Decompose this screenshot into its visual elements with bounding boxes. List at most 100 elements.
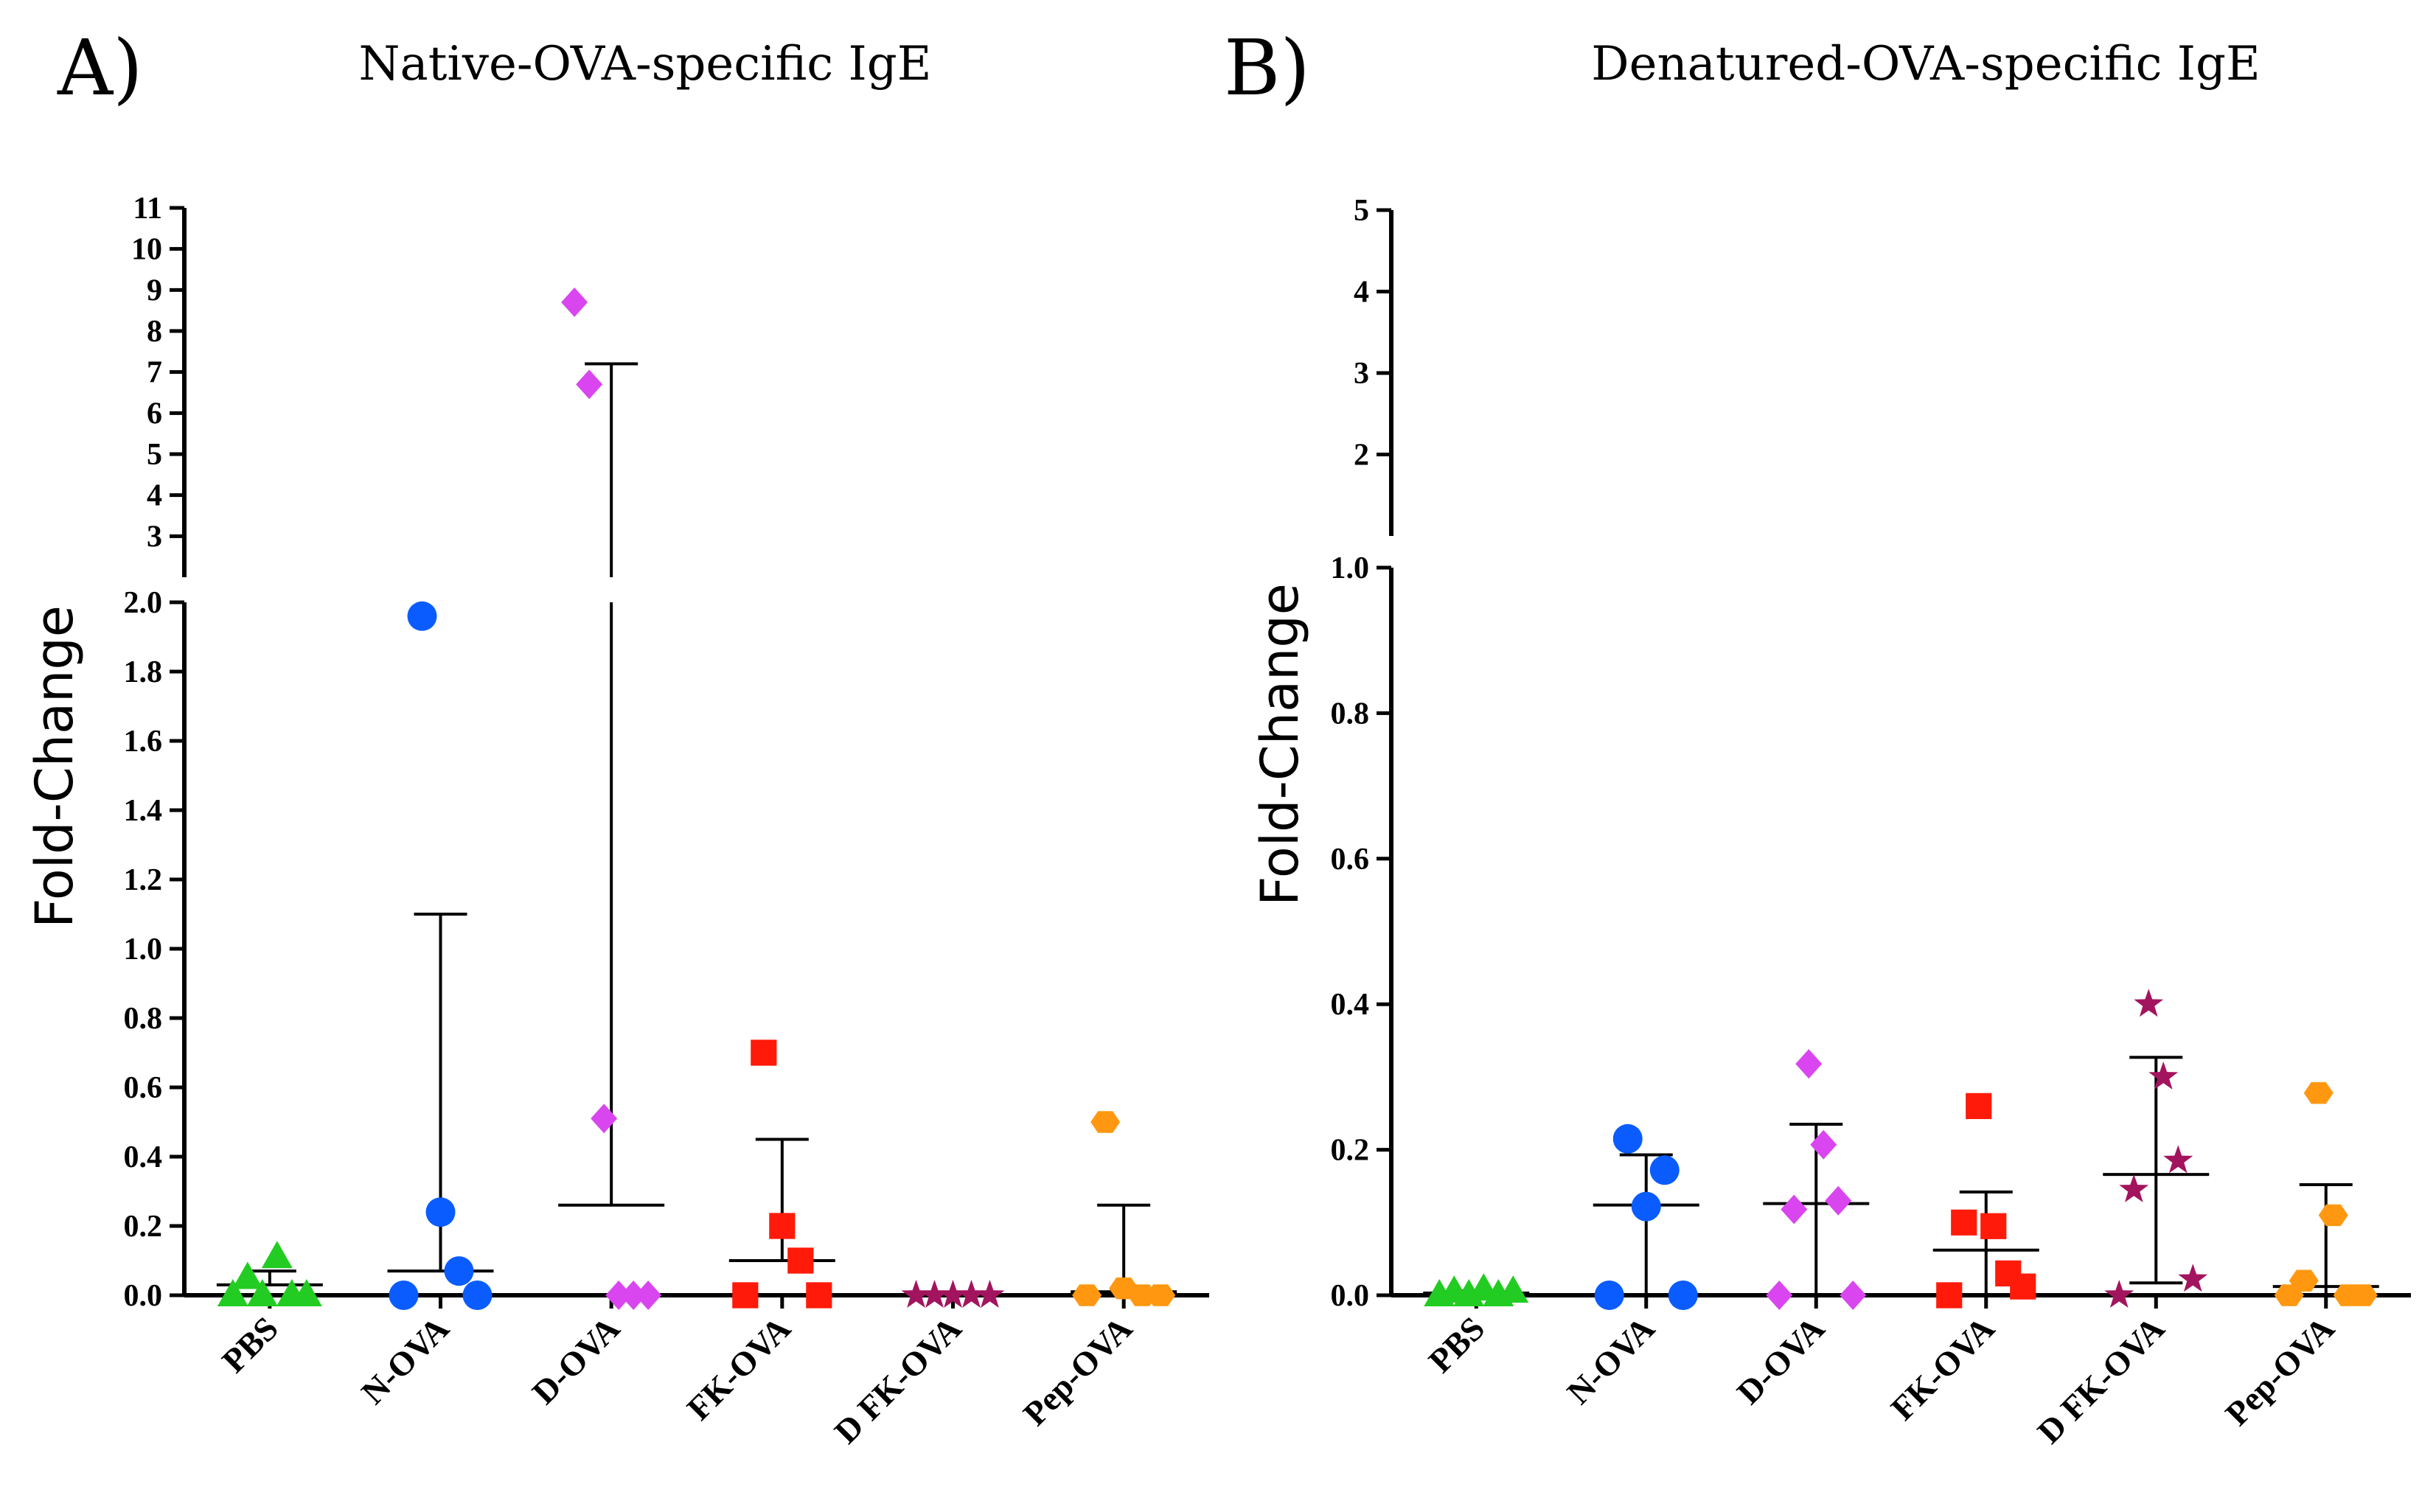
y-tick-label-1-4: 1.4 [124,794,163,828]
y-tick-label-2-0: 2.0 [124,586,163,620]
point-fk-ova-0 [1936,1282,1963,1309]
category-label-pbs: PBS [215,1309,285,1380]
point-d-fk-ova-4 [975,1280,1005,1308]
category-label-d-fk-ova: D FK-OVA [827,1309,969,1451]
y-tick-label-11: 11 [133,192,162,226]
point-n-ova-2 [425,1197,456,1227]
point-fk-ova-2 [1966,1093,1992,1119]
point-n-ova-0 [389,1281,419,1310]
point-d-fk-ova-1 [919,1280,950,1308]
category-label-pep-ova: Pep-OVA [1016,1309,1139,1432]
point-d-ova-1 [576,369,603,400]
category-label-n-ova: N-OVA [1559,1309,1661,1411]
point-d-ova-5 [635,1281,662,1310]
category-label-fk-ova: FK-OVA [1884,1309,2002,1427]
panel-a-title: Native-OVA-specific IgE [359,37,932,91]
point-n-ova-3 [1649,1155,1680,1185]
category-label-d-ova: D-OVA [525,1309,627,1411]
point-fk-ova-3 [787,1247,814,1274]
point-d-ova-3 [605,1281,633,1310]
y-tick-label-0-4: 0.4 [1331,988,1370,1022]
point-fk-ova-2 [769,1213,796,1239]
point-d-ova-4 [1825,1185,1852,1216]
y-tick-label-3: 3 [147,520,162,554]
y-tick-label-1-0: 1.0 [1331,551,1370,585]
y-tick-label-5: 5 [147,438,162,472]
category-label-fk-ova: FK-OVA [680,1309,798,1427]
panel-b-title: Denatured-OVA-specific IgE [1591,37,2260,91]
y-tick-label-0-4: 0.4 [124,1140,163,1174]
point-d-ova-2 [1795,1049,1823,1079]
y-tick-label-0-8: 0.8 [124,1002,163,1036]
point-pep-ova-1 [2289,1269,2319,1292]
point-d-ova-4 [620,1281,647,1310]
point-d-fk-ova-3 [956,1280,986,1308]
y-tick-label-2: 2 [1354,439,1369,473]
panel-b-ylabel: Fold-Change [1250,583,1310,906]
point-pep-ova-3 [2318,1204,2348,1227]
point-n-ova-2 [1631,1191,1661,1222]
y-tick-label-7: 7 [147,356,162,390]
panel-b-letter: B) [1224,23,1310,113]
point-pbs-5 [1497,1275,1529,1303]
point-d-fk-ova-2 [2134,989,2164,1017]
point-d-fk-ova-5 [2178,1264,2208,1292]
y-tick-label-1-2: 1.2 [124,863,163,897]
y-tick-label-0-6: 0.6 [124,1071,163,1105]
point-fk-ova-5 [2010,1273,2036,1300]
y-tick-label-9: 9 [147,274,162,307]
point-d-ova-1 [1781,1194,1808,1224]
point-d-fk-ova-0 [901,1280,931,1308]
y-tick-label-1-0: 1.0 [124,933,163,966]
y-tick-label-8: 8 [147,315,162,349]
point-n-ova-3 [444,1256,474,1286]
point-pep-ova-0 [1072,1284,1102,1306]
panel-a-chart: A) Native-OVA-specific IgE Fold-Change 0… [24,23,1209,1451]
category-label-n-ova: N-OVA [354,1309,456,1411]
category-label-pbs: PBS [1421,1309,1492,1380]
y-tick-label-4: 4 [1354,276,1369,310]
y-tick-label-1-6: 1.6 [124,725,163,759]
y-tick-label-0-0: 0.0 [124,1279,163,1313]
y-tick-label-0-6: 0.6 [1331,843,1370,877]
category-label-d-ova: D-OVA [1730,1309,1831,1411]
category-label-pep-ova: Pep-OVA [2218,1309,2341,1432]
point-d-fk-ova-0 [2104,1280,2134,1308]
point-n-ova-1 [1612,1123,1643,1154]
y-tick-label-0-8: 0.8 [1331,697,1370,731]
point-pbs-0 [217,1279,248,1306]
point-pep-ova-4 [1146,1284,1176,1306]
point-n-ova-4 [462,1281,493,1310]
point-d-fk-ova-2 [938,1280,968,1308]
point-pbs-3 [261,1241,293,1269]
point-fk-ova-3 [1980,1213,2007,1239]
point-d-ova-3 [1810,1129,1837,1160]
point-d-fk-ova-3 [2148,1061,2179,1090]
point-fk-ova-4 [806,1282,832,1309]
y-tick-label-10: 10 [131,233,162,267]
point-fk-ova-1 [1951,1209,1977,1236]
point-pep-ova-5 [2348,1284,2378,1306]
point-d-fk-ova-1 [2119,1174,2149,1202]
point-n-ova-1 [407,601,437,631]
y-tick-label-5: 5 [1354,194,1369,228]
point-d-fk-ova-4 [2163,1145,2193,1174]
point-d-ova-2 [591,1104,618,1134]
point-pep-ova-2 [2303,1081,2334,1104]
point-d-ova-0 [561,288,588,318]
point-pbs-2 [246,1279,278,1306]
y-tick-label-3: 3 [1354,357,1369,391]
point-pep-ova-1 [1090,1111,1121,1133]
point-pbs-5 [290,1279,322,1306]
point-n-ova-0 [1594,1281,1624,1310]
panel-a-ylabel: Fold-Change [24,605,85,928]
point-fk-ova-0 [732,1282,759,1309]
y-tick-label-0-2: 0.2 [124,1210,163,1244]
y-tick-label-6: 6 [147,397,162,431]
point-d-ova-5 [1840,1281,1867,1310]
y-tick-label-4: 4 [147,479,162,513]
point-n-ova-4 [1668,1281,1698,1310]
point-pbs-1 [232,1261,263,1289]
y-tick-label-1-8: 1.8 [124,655,163,689]
